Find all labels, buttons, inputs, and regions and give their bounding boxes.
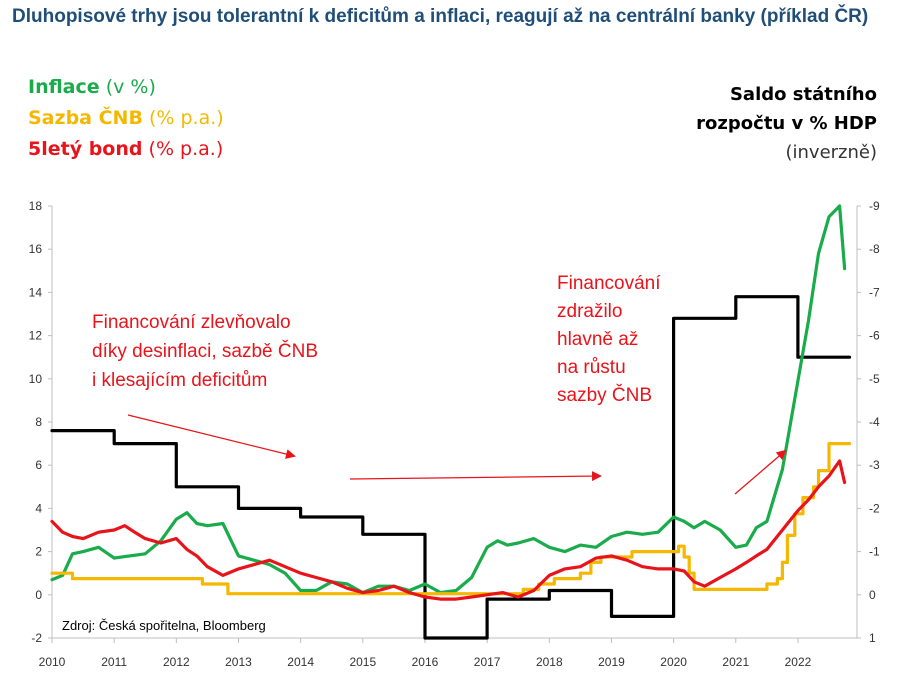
x-tick-label: 2019: [598, 655, 625, 669]
y-left-tick-label: 0: [35, 588, 42, 602]
x-tick-label: 2018: [536, 655, 563, 669]
annotation-right-line5: sazby ČNB: [557, 384, 652, 406]
legend-inflation-unit: (v %): [105, 76, 156, 98]
legend-cnb-rate-unit: (% p.a.): [148, 107, 224, 129]
annotation-left-line2: díky desinflaci, sazbě ČNB: [92, 340, 318, 362]
chart-title: Dluhopisové trhy jsou tolerantní k defic…: [12, 6, 869, 27]
y-right-tick-label: -5: [869, 372, 880, 386]
x-tick-label: 2012: [163, 655, 190, 669]
legend: Inflace (v %) Sazba ČNB (% p.a.) 5letý b…: [28, 72, 224, 165]
right-axis-label-line3: (inverzně): [785, 142, 877, 163]
arrow-1: [127, 414, 296, 459]
arrow-3: [734, 449, 787, 495]
x-tick-label: 2017: [474, 655, 501, 669]
series-line-saldo-statniho-rozpoctu-v-hdp-inverzne: [50, 295, 852, 640]
y-right-tick-label: -2: [869, 501, 880, 515]
series-line-inflace: [50, 204, 847, 595]
annotation-right-line3: hlavně až: [557, 329, 638, 350]
y-left-tick-label: 2: [35, 545, 42, 559]
y-right-tick-label: -8: [869, 242, 880, 256]
y-right-tick-label: -1: [869, 545, 880, 559]
x-tick-label: 2014: [287, 655, 314, 669]
y-left-tick-label: 18: [29, 199, 43, 213]
legend-item-inflation: Inflace (v %): [28, 72, 224, 103]
right-axis-label-line2: rozpočtu v % HDP: [696, 113, 877, 134]
arrow-2: [349, 471, 602, 482]
legend-cnb-rate-name: Sazba ČNB: [28, 107, 143, 129]
y-right-tick-label: 0: [869, 588, 876, 602]
right-axis-label: Saldo státního rozpočtu v % HDP (inverzn…: [696, 80, 877, 167]
series-line-5lety-bond: [50, 459, 847, 601]
x-tick-label: 2010: [39, 655, 66, 669]
y-left-tick-label: 16: [29, 242, 43, 256]
y-right-tick-label: 1: [869, 631, 876, 645]
y-left-tick-label: 12: [29, 329, 43, 343]
y-right-tick-label: -7: [869, 285, 880, 299]
annotation-left-line3: i klesajícím deficitům: [92, 370, 267, 391]
x-tick-label: 2020: [660, 655, 687, 669]
legend-item-cnb-rate: Sazba ČNB (% p.a.): [28, 103, 224, 134]
y-left-tick-label: -2: [31, 631, 42, 645]
x-tick-label: 2011: [101, 655, 127, 669]
legend-5y-bond-name: 5letý bond: [28, 138, 143, 160]
y-right-tick-label: -4: [869, 415, 880, 429]
annotation-right-line1: Financování: [557, 273, 661, 294]
y-left-tick-label: 10: [29, 372, 43, 386]
source-note: Zdroj: Česká spořitelna, Bloomberg: [62, 618, 266, 633]
y-left-tick-label: 4: [35, 501, 42, 515]
y-left-tick-label: 6: [35, 458, 42, 472]
x-tick-label: 2016: [412, 655, 439, 669]
y-right-tick-label: -3: [869, 458, 880, 472]
annotation-left: Financování zlevňovalo díky desinflaci, …: [92, 312, 318, 391]
annotation-right: Financování zdražilo hlavně až na růstu …: [557, 273, 661, 406]
legend-5y-bond-unit: (% p.a.): [148, 138, 224, 160]
annotation-right-line2: zdražilo: [557, 301, 622, 322]
legend-inflation-name: Inflace: [28, 76, 100, 98]
x-tick-label: 2013: [225, 655, 252, 669]
x-tick-label: 2015: [349, 655, 376, 669]
x-tick-label: 2022: [785, 655, 812, 669]
x-tick-label: 2021: [722, 655, 749, 669]
annotation-right-line4: na růstu: [557, 357, 626, 378]
annotation-left-line1: Financování zlevňovalo: [92, 312, 291, 333]
series-line-sazba-cnb: [50, 442, 852, 596]
y-left-tick-label: 14: [29, 285, 43, 299]
y-right-tick-label: -9: [869, 199, 880, 213]
y-right-tick-label: -6: [869, 329, 880, 343]
right-axis-label-line1: Saldo státního: [729, 84, 877, 105]
legend-item-5y-bond: 5letý bond (% p.a.): [28, 134, 224, 165]
y-left-tick-label: 8: [35, 415, 42, 429]
